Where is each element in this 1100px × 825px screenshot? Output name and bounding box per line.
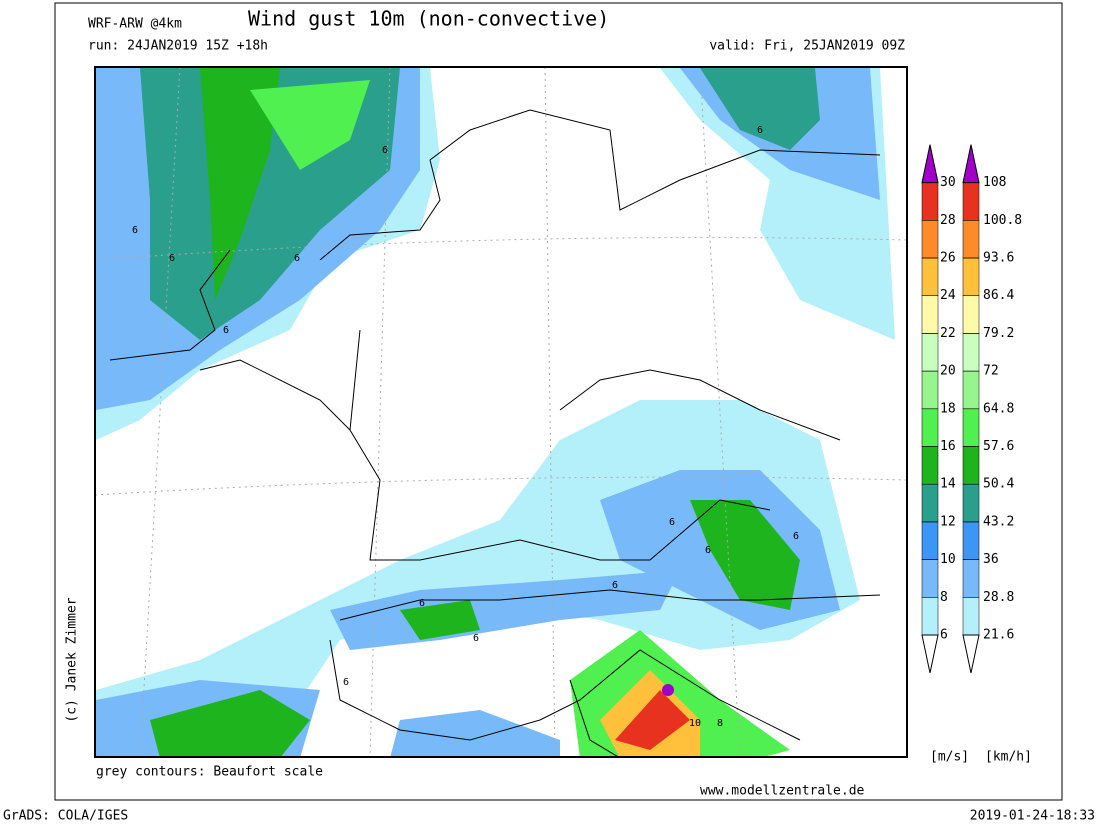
contour-label: 6 xyxy=(612,580,618,591)
colorbar-label: 24 xyxy=(940,288,956,303)
contour-label: 6 xyxy=(757,125,763,136)
colorbar-box xyxy=(962,182,980,221)
colorbar-label: 6 xyxy=(940,628,948,643)
contour-label: 6 xyxy=(343,677,349,688)
colorbar-label: 26 xyxy=(940,251,956,266)
colorbar-label: 93.6 xyxy=(983,251,1014,266)
colorbar-box xyxy=(962,257,980,296)
colorbar-box xyxy=(921,333,939,372)
title: Wind gust 10m (non-convective) xyxy=(248,7,609,31)
colorbar-box xyxy=(962,408,980,447)
contour-label: 6 xyxy=(473,633,479,644)
colorbar-box xyxy=(921,559,939,598)
colorbar-label: 18 xyxy=(940,401,956,416)
colorbar-box xyxy=(921,446,939,485)
colorbar-label: 36 xyxy=(983,552,999,567)
colorbar-label: 108 xyxy=(983,175,1006,190)
colorbar-box xyxy=(962,333,980,372)
colorbar-box xyxy=(962,559,980,598)
colorbar-label: 22 xyxy=(940,326,956,341)
colorbar-box xyxy=(921,220,939,259)
run-label: run: 24JAN2019 15Z +18h xyxy=(88,39,268,54)
unit-label: [m/s] xyxy=(930,750,969,765)
contour-label: 6 xyxy=(132,225,138,236)
colorbar-label: 21.6 xyxy=(983,628,1014,643)
colorbar-box xyxy=(921,483,939,523)
model-label: WRF-ARW @4km xyxy=(88,17,182,32)
valid-label: valid: Fri, 25JAN2019 09Z xyxy=(709,39,905,54)
contour-label: 10 xyxy=(689,718,701,729)
colorbar-label: 72 xyxy=(983,364,999,379)
contour-label: 6 xyxy=(169,253,175,264)
colorbar-label: 28 xyxy=(940,213,956,228)
contour-label: 6 xyxy=(705,545,711,556)
colorbar-label: 64.8 xyxy=(983,401,1014,416)
colorbar-label: 86.4 xyxy=(983,288,1014,303)
contour-label: 8 xyxy=(717,718,723,729)
colorbar-box xyxy=(962,295,980,334)
colorbar-box xyxy=(921,597,939,636)
colorbar-label: 43.2 xyxy=(983,514,1014,529)
colorbar-label: 28.8 xyxy=(983,590,1014,605)
colorbar-label: 20 xyxy=(940,364,956,379)
contour-label: 6 xyxy=(419,598,425,609)
colorbar-label: 30 xyxy=(940,175,956,190)
colorbar-label: 50.4 xyxy=(983,477,1014,492)
colorbar-label: 79.2 xyxy=(983,326,1014,341)
colorbar-box xyxy=(962,597,980,636)
map-border xyxy=(94,66,908,758)
site: www.modellzentrale.de xyxy=(700,784,865,799)
software: GrADS: COLA/IGES xyxy=(3,809,128,824)
contour-label: 6 xyxy=(793,531,799,542)
colorbar-label: 57.6 xyxy=(983,439,1014,454)
colorbar-label: 8 xyxy=(940,590,948,605)
contour-label: 6 xyxy=(382,145,388,156)
contour-label: 6 xyxy=(223,325,229,336)
colorbar-label: 10 xyxy=(940,552,956,567)
colorbar-box xyxy=(962,220,980,259)
colorbar-box xyxy=(921,521,939,560)
colorbar-box xyxy=(921,257,939,296)
copyright: (c) Janek Zimmer xyxy=(65,597,80,722)
colorbar-box xyxy=(921,295,939,334)
colorbar-label: 16 xyxy=(940,439,956,454)
colorbar-label: 14 xyxy=(940,477,956,492)
colorbar-box xyxy=(962,446,980,485)
note: grey contours: Beaufort scale xyxy=(96,765,323,780)
colorbar-box xyxy=(921,408,939,447)
contour-label: 6 xyxy=(294,253,300,264)
timestamp: 2019-01-24-18:33 xyxy=(970,809,1095,824)
colorbar-box xyxy=(962,521,980,560)
colorbar-label: 12 xyxy=(940,514,956,529)
colorbar-label: 100.8 xyxy=(983,213,1022,228)
contour-label: 6 xyxy=(669,517,675,528)
colorbar-box xyxy=(921,370,939,410)
map-field xyxy=(95,67,907,757)
unit-label: [km/h] xyxy=(985,750,1032,765)
colorbar-box xyxy=(921,182,939,221)
colorbar-box xyxy=(962,370,980,410)
colorbar-box xyxy=(962,483,980,523)
